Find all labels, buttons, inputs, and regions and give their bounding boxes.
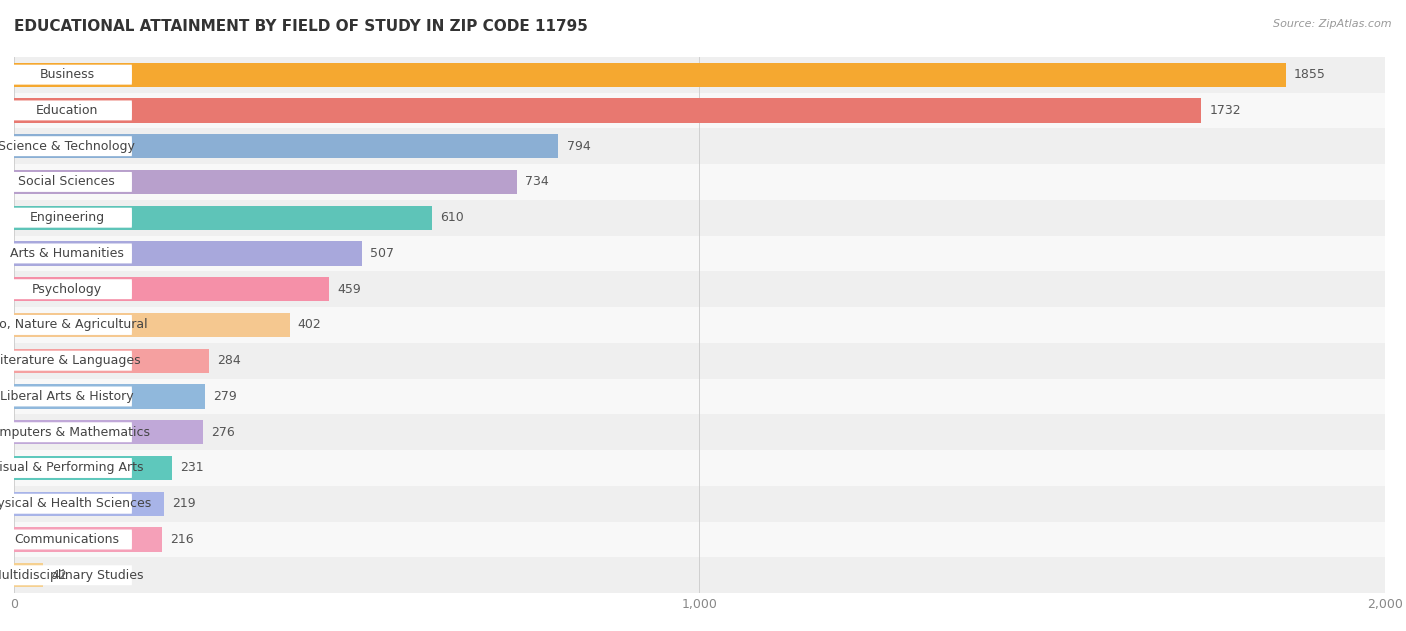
Text: 459: 459: [337, 283, 361, 296]
FancyBboxPatch shape: [1, 280, 132, 299]
Bar: [14, 170, 517, 194]
Bar: [14, 492, 165, 516]
Text: Physical & Health Sciences: Physical & Health Sciences: [0, 497, 152, 510]
Text: 231: 231: [180, 461, 204, 475]
Text: 1732: 1732: [1209, 104, 1241, 117]
Bar: [14, 563, 42, 587]
Bar: [14, 98, 1201, 122]
Text: 42: 42: [51, 569, 67, 582]
Text: 279: 279: [214, 390, 238, 403]
FancyBboxPatch shape: [1, 65, 132, 85]
Bar: [14, 206, 432, 230]
Text: Bio, Nature & Agricultural: Bio, Nature & Agricultural: [0, 319, 148, 331]
Text: Arts & Humanities: Arts & Humanities: [10, 247, 124, 260]
Text: Literature & Languages: Literature & Languages: [0, 354, 141, 367]
Bar: [14, 134, 558, 158]
Text: 284: 284: [217, 354, 240, 367]
Bar: [0, 522, 1406, 557]
Bar: [14, 241, 361, 266]
Bar: [0, 93, 1406, 128]
Bar: [0, 271, 1406, 307]
Bar: [0, 164, 1406, 200]
FancyBboxPatch shape: [1, 494, 132, 514]
Bar: [0, 379, 1406, 415]
Bar: [0, 235, 1406, 271]
Text: Education: Education: [35, 104, 98, 117]
Bar: [0, 486, 1406, 522]
FancyBboxPatch shape: [1, 529, 132, 550]
Bar: [14, 277, 329, 302]
Bar: [0, 57, 1406, 93]
Text: Computers & Mathematics: Computers & Mathematics: [0, 426, 150, 439]
Bar: [0, 343, 1406, 379]
Text: Multidisciplinary Studies: Multidisciplinary Studies: [0, 569, 143, 582]
Bar: [14, 62, 1285, 87]
Text: Business: Business: [39, 68, 94, 81]
Text: Source: ZipAtlas.com: Source: ZipAtlas.com: [1274, 19, 1392, 29]
FancyBboxPatch shape: [1, 422, 132, 442]
FancyBboxPatch shape: [1, 315, 132, 335]
FancyBboxPatch shape: [1, 387, 132, 406]
FancyBboxPatch shape: [1, 565, 132, 585]
Text: Science & Technology: Science & Technology: [0, 139, 135, 153]
FancyBboxPatch shape: [1, 244, 132, 263]
Bar: [14, 528, 162, 551]
Text: 402: 402: [298, 319, 322, 331]
Bar: [14, 420, 204, 444]
Bar: [0, 200, 1406, 235]
Bar: [0, 415, 1406, 450]
Text: Communications: Communications: [14, 533, 120, 546]
Bar: [0, 450, 1406, 486]
Text: 507: 507: [370, 247, 394, 260]
Bar: [14, 456, 173, 480]
Bar: [0, 557, 1406, 593]
Text: 1855: 1855: [1294, 68, 1326, 81]
Text: EDUCATIONAL ATTAINMENT BY FIELD OF STUDY IN ZIP CODE 11795: EDUCATIONAL ATTAINMENT BY FIELD OF STUDY…: [14, 19, 588, 34]
Text: Social Sciences: Social Sciences: [18, 175, 115, 189]
FancyBboxPatch shape: [1, 172, 132, 192]
Bar: [14, 313, 290, 337]
FancyBboxPatch shape: [1, 208, 132, 228]
Text: 276: 276: [211, 426, 235, 439]
Bar: [0, 128, 1406, 164]
Bar: [14, 348, 208, 373]
Text: Engineering: Engineering: [30, 211, 104, 224]
FancyBboxPatch shape: [1, 458, 132, 478]
Text: 216: 216: [170, 533, 194, 546]
FancyBboxPatch shape: [1, 100, 132, 121]
Text: Psychology: Psychology: [32, 283, 101, 296]
Bar: [0, 307, 1406, 343]
FancyBboxPatch shape: [1, 136, 132, 156]
Bar: [14, 384, 205, 409]
FancyBboxPatch shape: [1, 351, 132, 370]
Text: 610: 610: [440, 211, 464, 224]
Text: 219: 219: [173, 497, 195, 510]
Text: 734: 734: [526, 175, 550, 189]
Text: 794: 794: [567, 139, 591, 153]
Text: Liberal Arts & History: Liberal Arts & History: [0, 390, 134, 403]
Text: Visual & Performing Arts: Visual & Performing Arts: [0, 461, 143, 475]
